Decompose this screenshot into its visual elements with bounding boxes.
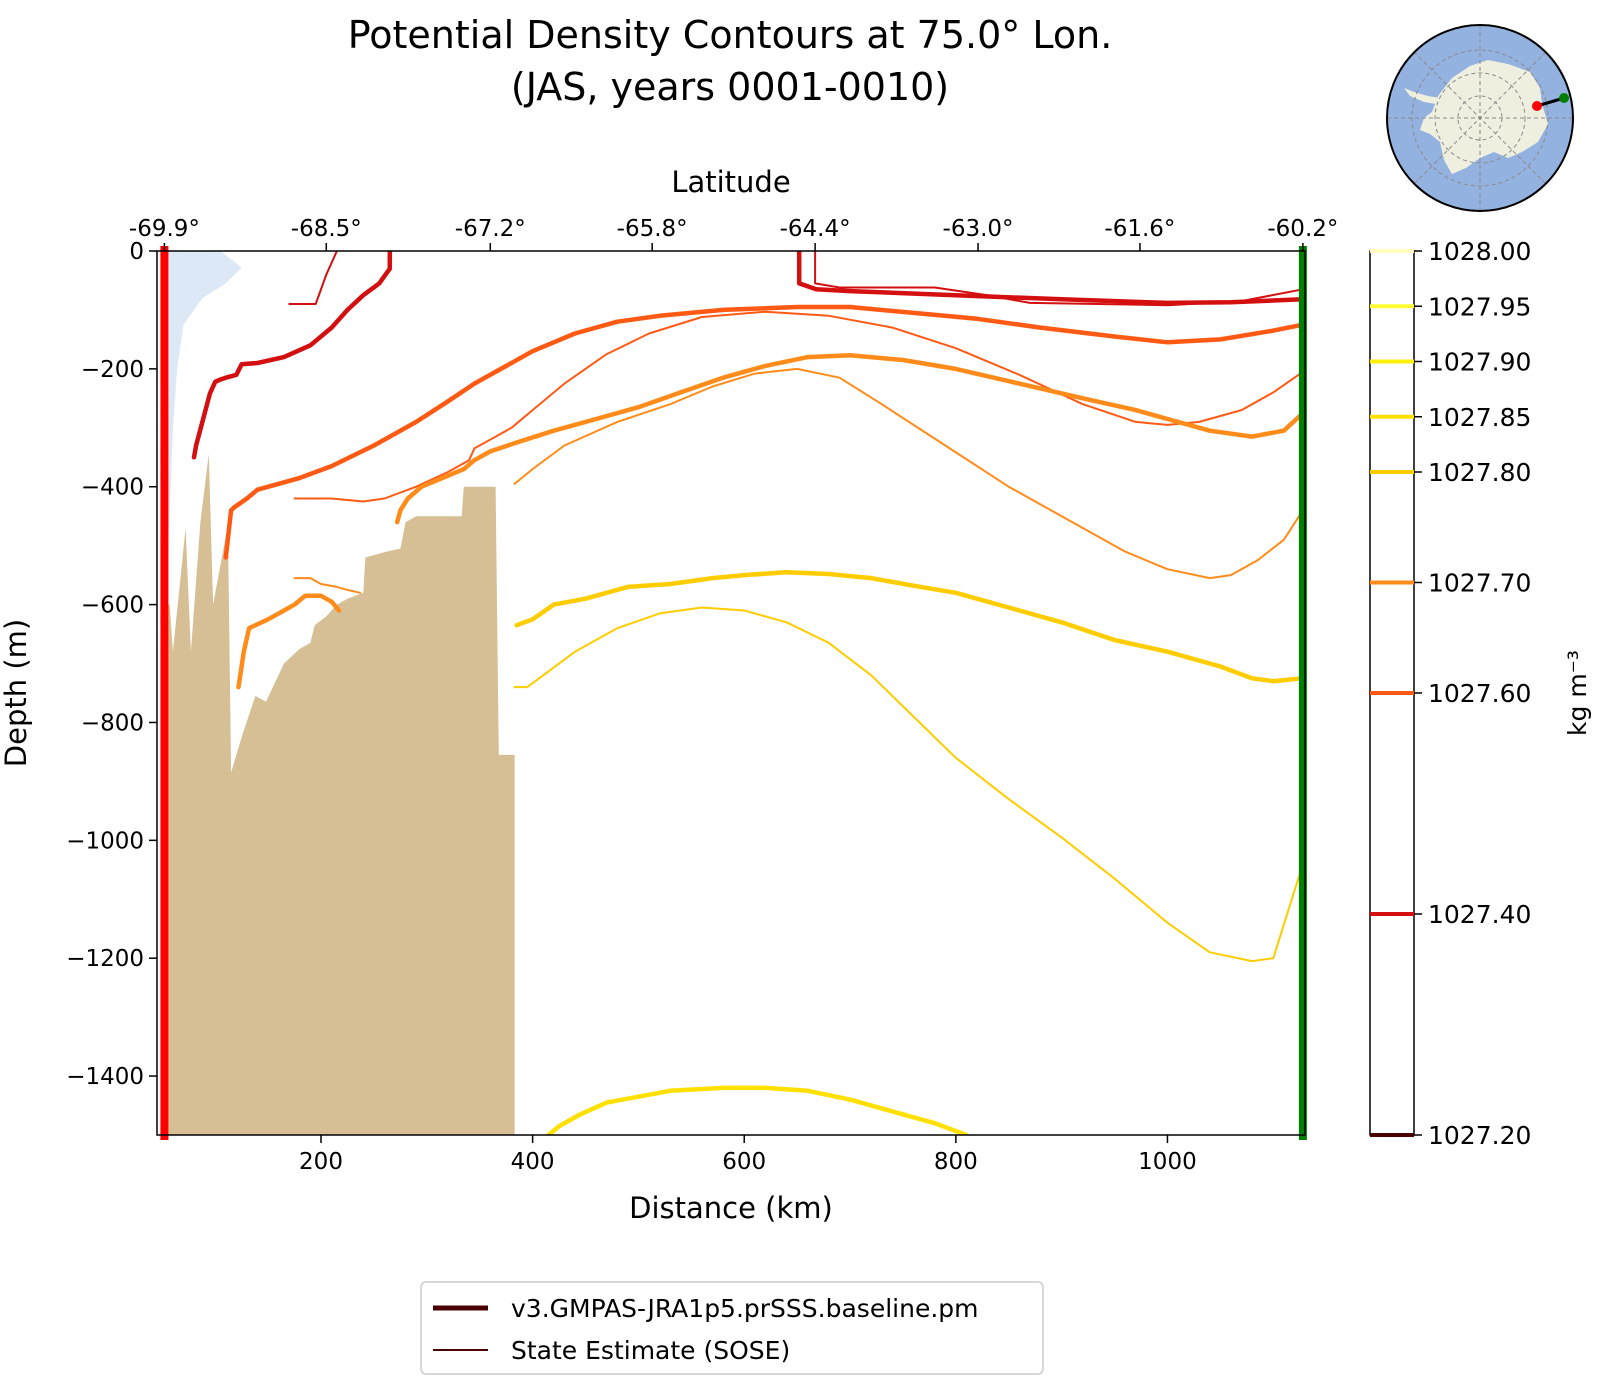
contour-line-sose-1027_7-8 <box>293 577 362 594</box>
y-tick-label: −1000 <box>66 828 144 854</box>
contour-line-model-1027_7-7 <box>236 593 342 690</box>
y-tick-label: −1200 <box>66 946 144 972</box>
plot-area: 200 400 600 800 1000 0 −200 −400 −600 −800 −1000 −… <box>0 165 1338 1225</box>
x-axis-label: Distance (km) <box>629 1191 833 1225</box>
y-tick-label: −1400 <box>66 1064 144 1090</box>
legend: v3.GMPAS-JRA1p5.prSSS.baseline.pm State … <box>420 1281 1044 1375</box>
chart-title-line2: (JAS, years 0001-0010) <box>511 65 949 109</box>
y-axis-label: Depth (m) <box>0 619 33 767</box>
colorbar-tick-label: 1027.20 <box>1428 1121 1531 1150</box>
colorbar-tick-label: 1027.95 <box>1428 292 1531 321</box>
inset-map <box>1386 24 1574 212</box>
colorbar-tick-label: 1027.60 <box>1428 679 1531 708</box>
contour-line-sose-1027_4-2 <box>288 251 338 305</box>
top-axis-label: Latitude <box>671 165 790 199</box>
y-tick-label: −200 <box>81 357 144 383</box>
colorbar-tick-label: 1027.70 <box>1428 569 1531 598</box>
contour-line-model-1027_8-10 <box>514 569 1305 684</box>
left-y-axis: 0 −200 −400 −600 −800 −1000 −1200 −1400 <box>66 239 157 1090</box>
y-tick-label: −400 <box>81 475 144 501</box>
map-section-end-marker <box>1559 93 1569 103</box>
contour-line-model-1027_6-4 <box>223 304 1305 560</box>
ice-shelf-region <box>162 251 242 1135</box>
legend-label-model: v3.GMPAS-JRA1p5.prSSS.baseline.pm <box>511 1294 979 1323</box>
top-tick-label: -67.2° <box>455 216 526 242</box>
legend-box <box>420 1281 1044 1375</box>
map-peninsula <box>1404 88 1440 104</box>
top-tick-label: -63.0° <box>943 216 1014 242</box>
bottom-x-axis: 200 400 600 800 1000 <box>299 1135 1197 1175</box>
colorbar-tick-label: 1027.90 <box>1428 348 1531 377</box>
bathymetry-region <box>164 454 515 1135</box>
x-tick-label: 400 <box>511 1149 555 1175</box>
top-tick-label: -61.6° <box>1104 216 1175 242</box>
colorbar-tick-label: 1027.40 <box>1428 900 1531 929</box>
y-tick-label: −600 <box>81 593 144 619</box>
colorbar-label: kg m⁻³ <box>1563 650 1592 736</box>
legend-label-sose: State Estimate (SOSE) <box>511 1336 790 1365</box>
top-tick-label: -60.2° <box>1267 216 1338 242</box>
x-tick-label: 200 <box>299 1149 343 1175</box>
chart-title-line1: Potential Density Contours at 75.0° Lon. <box>348 13 1113 57</box>
colorbar-tick-label: 1027.80 <box>1428 458 1531 487</box>
contour-line-model-1027_4-0 <box>191 251 393 460</box>
colorbar: 1028.00 1027.95 1027.90 1027.85 1027.80 1027.… <box>1369 237 1592 1150</box>
x-tick-label: 1000 <box>1138 1149 1197 1175</box>
plot-frame <box>156 250 1306 1136</box>
contour-line-model-1027_85-12 <box>546 1085 969 1135</box>
colorbar-tick-label: 1028.00 <box>1428 237 1531 266</box>
colorbar-tick-label: 1027.85 <box>1428 403 1531 432</box>
y-tick-label: −800 <box>81 710 144 736</box>
contour-line-sose-1027_6-5 <box>293 310 1304 503</box>
x-tick-label: 800 <box>934 1149 978 1175</box>
contour-line-sose-1027_8-11 <box>513 606 1304 963</box>
top-tick-label: -64.4° <box>780 216 851 242</box>
top-latitude-axis: -69.9° -68.5° -67.2° -65.8° -64.4° -63.0° -61.… <box>129 216 1338 251</box>
x-tick-label: 600 <box>722 1149 766 1175</box>
contour-line-sose-1027_7-9 <box>513 367 1304 580</box>
top-tick-label: -69.9° <box>129 216 200 242</box>
contour-line-sose-1027_4-3 <box>814 251 1304 307</box>
map-section-start-marker <box>1532 101 1542 111</box>
top-tick-label: -65.8° <box>617 216 688 242</box>
top-tick-label: -68.5° <box>291 216 362 242</box>
y-tick-label: 0 <box>129 239 144 265</box>
map-graticule <box>1387 25 1573 211</box>
contour-line-model-1027_7-6 <box>394 353 1305 525</box>
